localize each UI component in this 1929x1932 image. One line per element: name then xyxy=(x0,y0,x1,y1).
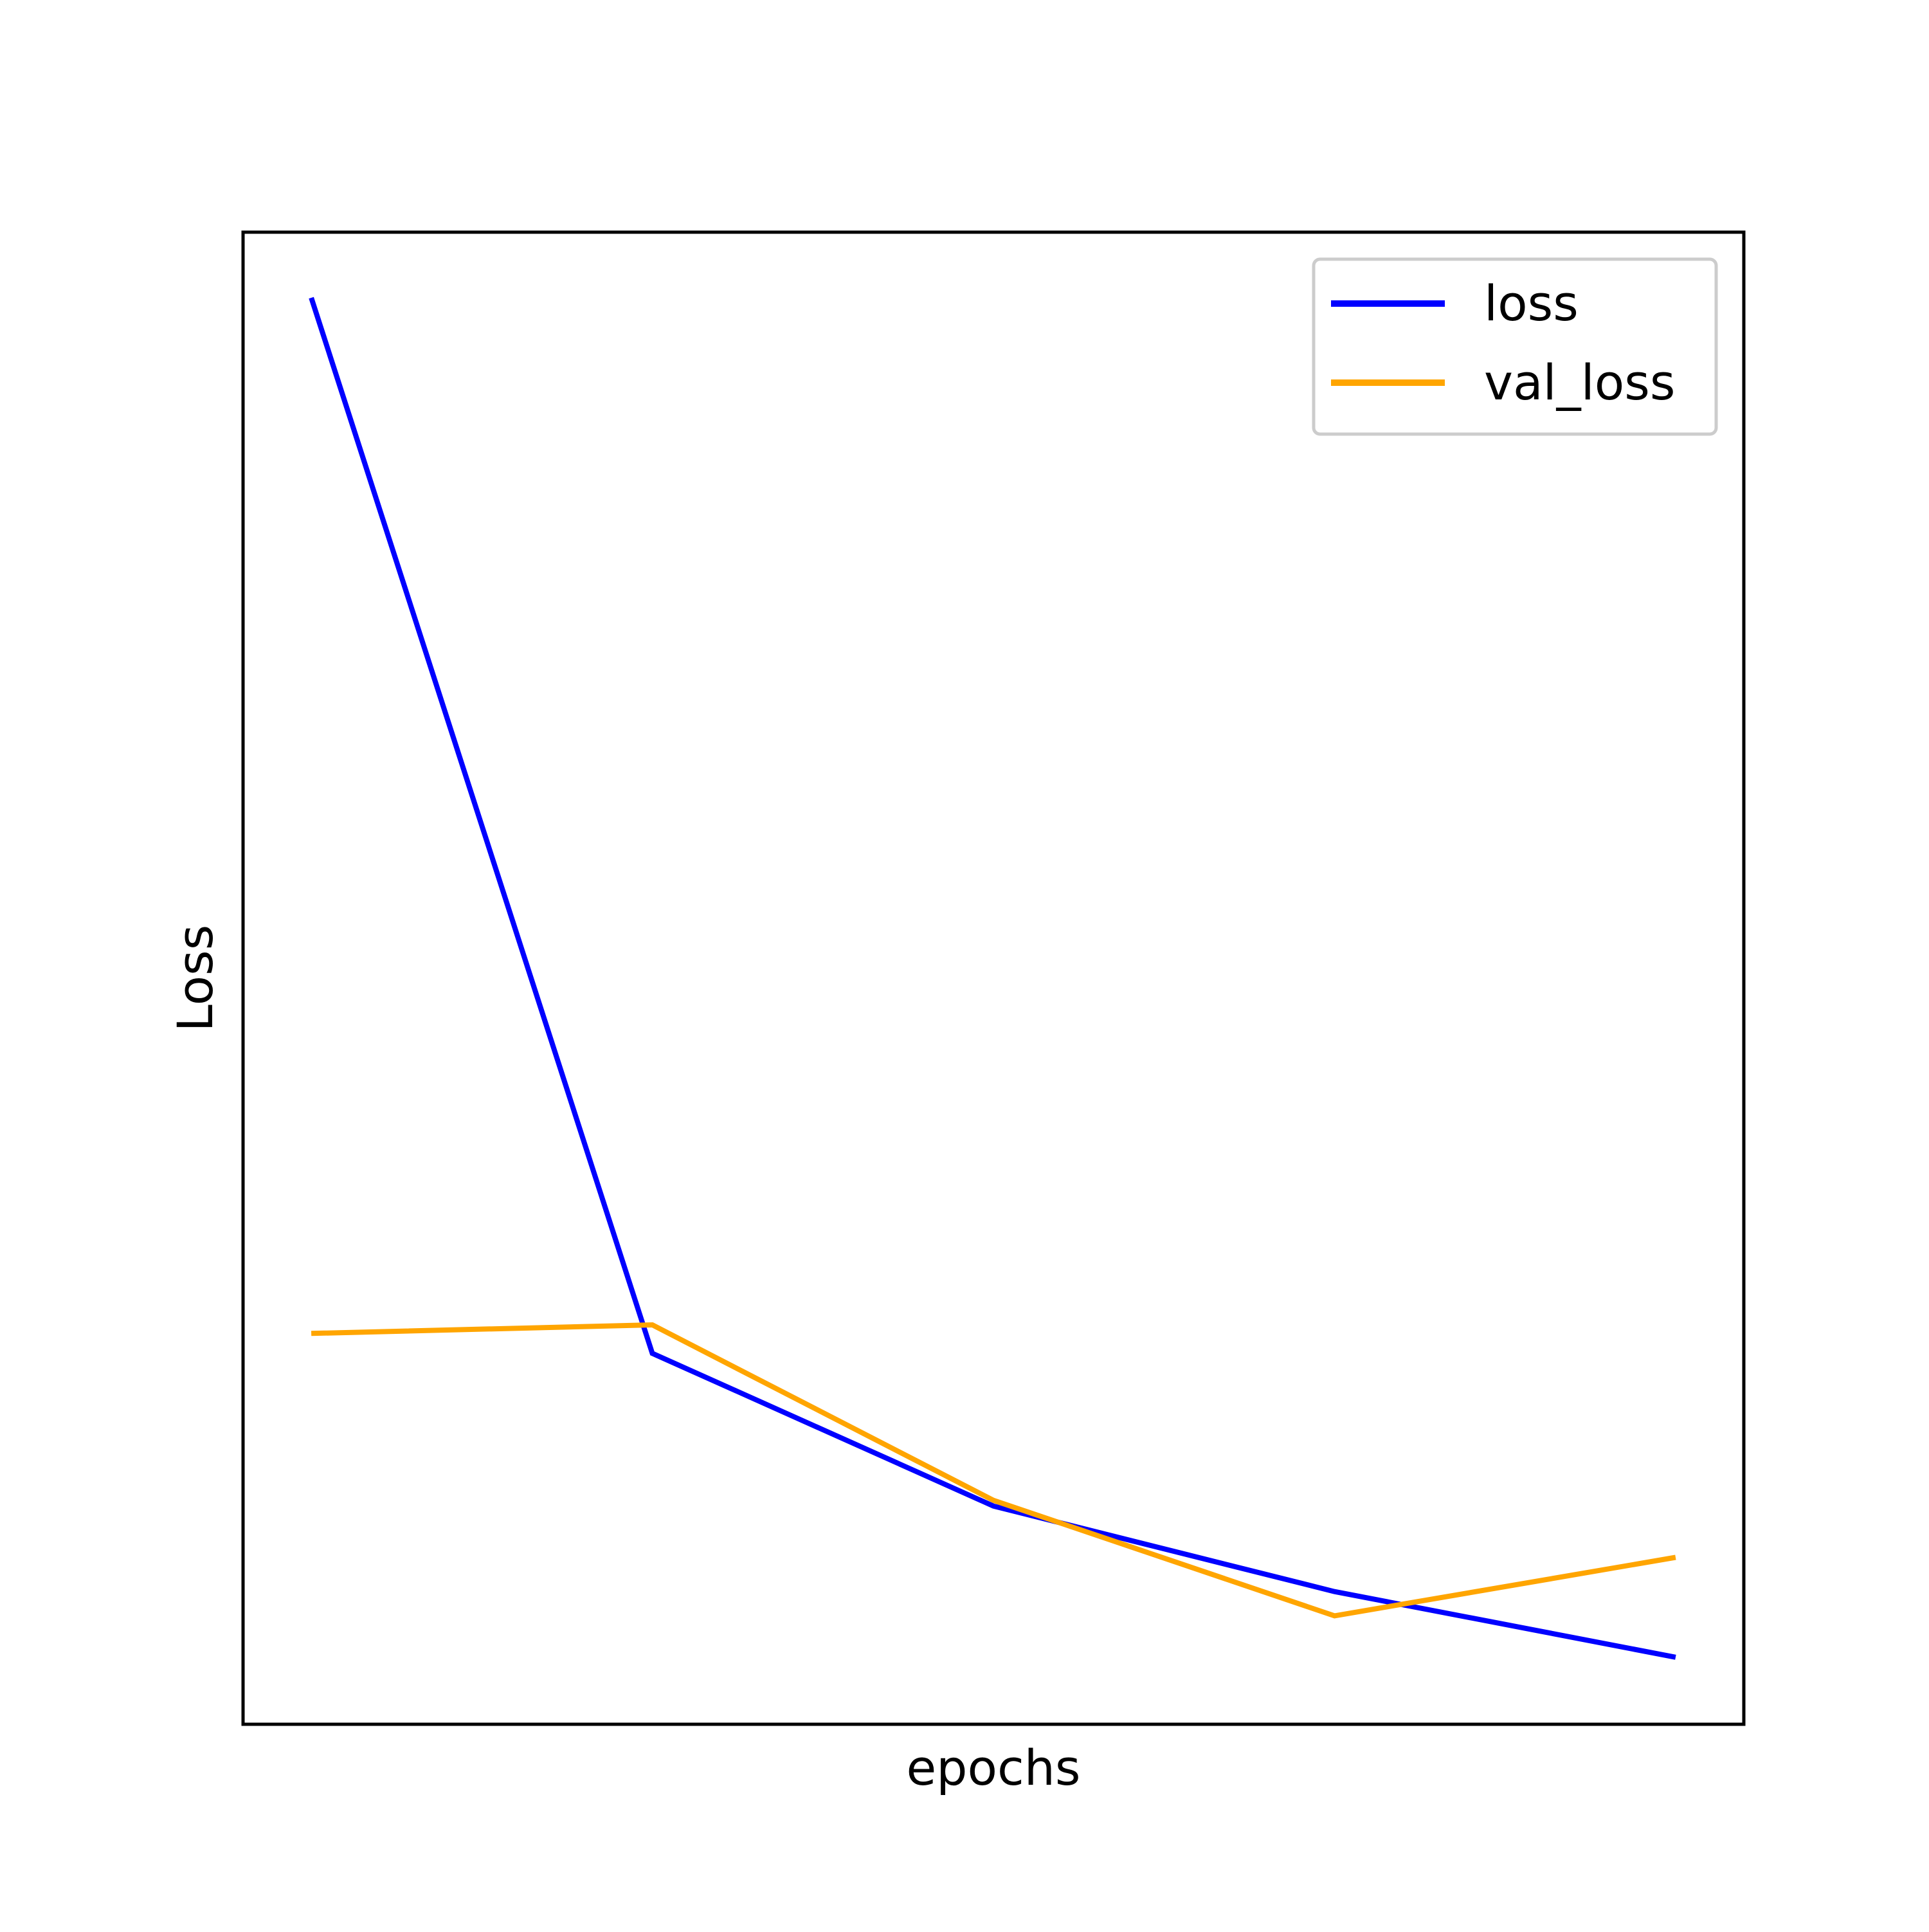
series-line-val-loss xyxy=(311,1322,1676,1619)
legend-entries: loss val_loss xyxy=(1331,275,1675,411)
legend-label-loss: loss xyxy=(1484,275,1579,332)
legend: loss val_loss xyxy=(1312,257,1718,436)
x-axis-label: epochs xyxy=(906,1739,1080,1796)
series-line-loss xyxy=(309,296,1676,1660)
plot-area xyxy=(241,230,1746,1726)
y-axis-label: Loss xyxy=(167,925,224,1032)
axes-frame xyxy=(241,230,1746,1726)
legend-label-val-loss: val_loss xyxy=(1484,354,1675,411)
series-layer xyxy=(309,296,1676,1660)
